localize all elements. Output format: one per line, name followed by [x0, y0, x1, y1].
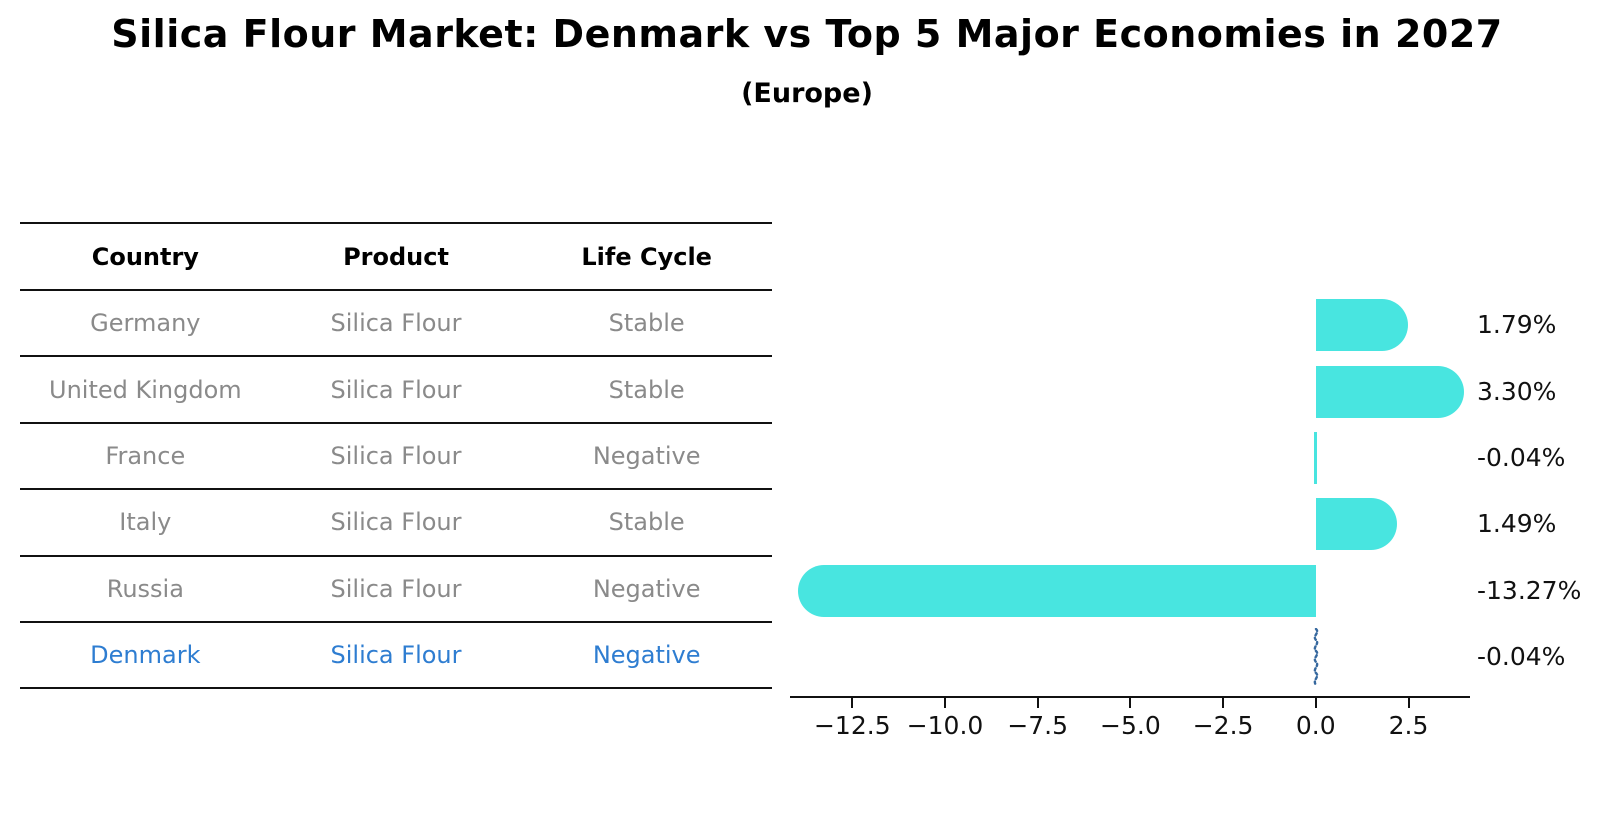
value-label-denmark: -0.04% — [1477, 642, 1566, 672]
product-cell: Silica Flour — [330, 574, 462, 603]
chart-subtitle: (Europe) — [741, 78, 873, 109]
life-cycle-cell: Negative — [592, 574, 701, 603]
country-cell: France — [105, 441, 186, 470]
x-axis-tick-label: −2.5 — [1192, 711, 1254, 740]
product-cell: Silica Flour — [330, 508, 462, 537]
x-axis-tick-label: 2.5 — [1388, 711, 1429, 740]
bar-united-kingdom — [1315, 365, 1465, 418]
country-cell: United Kingdom — [49, 375, 242, 404]
bar-france — [1314, 432, 1317, 484]
table-row-france: France Silica Flour Negative — [20, 424, 772, 491]
product-cell: Silica Flour — [330, 641, 462, 670]
x-axis-tick — [851, 698, 854, 708]
table-row-united-kingdom: United Kingdom Silica Flour Stable — [20, 357, 772, 424]
country-cell: Germany — [90, 309, 201, 338]
x-axis-tick-label: −5.0 — [1100, 711, 1161, 740]
life-cycle-cell: Negative — [592, 641, 701, 670]
x-axis-tick-label: 0.0 — [1295, 711, 1336, 740]
country-cell: Russia — [106, 574, 184, 603]
value-label-germany: 1.79% — [1477, 310, 1557, 340]
table-header-cell: Life Cycle — [581, 242, 712, 271]
product-cell: Silica Flour — [330, 441, 462, 470]
x-axis-tick — [944, 698, 946, 708]
x-axis-tick — [1222, 698, 1225, 708]
value-label-united-kingdom: 3.30% — [1477, 376, 1557, 406]
product-cell: Silica Flour — [330, 375, 462, 404]
life-cycle-cell: Stable — [608, 375, 685, 404]
country-table: Country Product Life Cycle Germany Silica Fl… — [20, 222, 772, 690]
bar-germany — [1315, 299, 1409, 352]
table-row-italy: Italy Silica Flour Stable — [20, 490, 772, 557]
table-header-cell: Product — [343, 242, 449, 271]
x-axis-tick — [1036, 698, 1039, 708]
country-cell: Italy — [119, 508, 172, 537]
x-axis-tick-label: −10.0 — [906, 711, 984, 740]
life-cycle-cell: Negative — [592, 441, 701, 470]
x-axis-tick — [1129, 698, 1132, 708]
x-axis-tick-label: −12.5 — [813, 711, 891, 740]
bar-russia — [797, 564, 1316, 617]
x-axis-line — [790, 696, 1470, 698]
bar-italy — [1315, 498, 1398, 551]
x-axis-tick — [1407, 698, 1410, 708]
country-cell: Denmark — [90, 641, 201, 670]
x-axis-tick — [1314, 698, 1317, 708]
table-row-russia: Russia Silica Flour Negative — [20, 557, 772, 623]
life-cycle-cell: Stable — [608, 508, 685, 537]
bar-denmark-highlight-marker — [1313, 628, 1319, 687]
life-cycle-cell: Stable — [608, 309, 685, 338]
table-header-cell: Country — [91, 242, 199, 271]
chart-title: Silica Flour Market: Denmark vs Top 5 Ma… — [111, 12, 1503, 56]
product-cell: Silica Flour — [330, 309, 462, 338]
x-axis-tick-label: −7.5 — [1007, 711, 1069, 740]
table-row-germany: Germany Silica Flour Stable — [20, 291, 772, 358]
value-label-russia: -13.27% — [1477, 575, 1582, 605]
table-row-denmark: Denmark Silica Flour Negative — [20, 623, 772, 690]
table-header-row: Country Product Life Cycle — [20, 224, 772, 291]
value-label-italy: 1.49% — [1477, 509, 1557, 539]
value-label-france: -0.04% — [1477, 443, 1566, 472]
